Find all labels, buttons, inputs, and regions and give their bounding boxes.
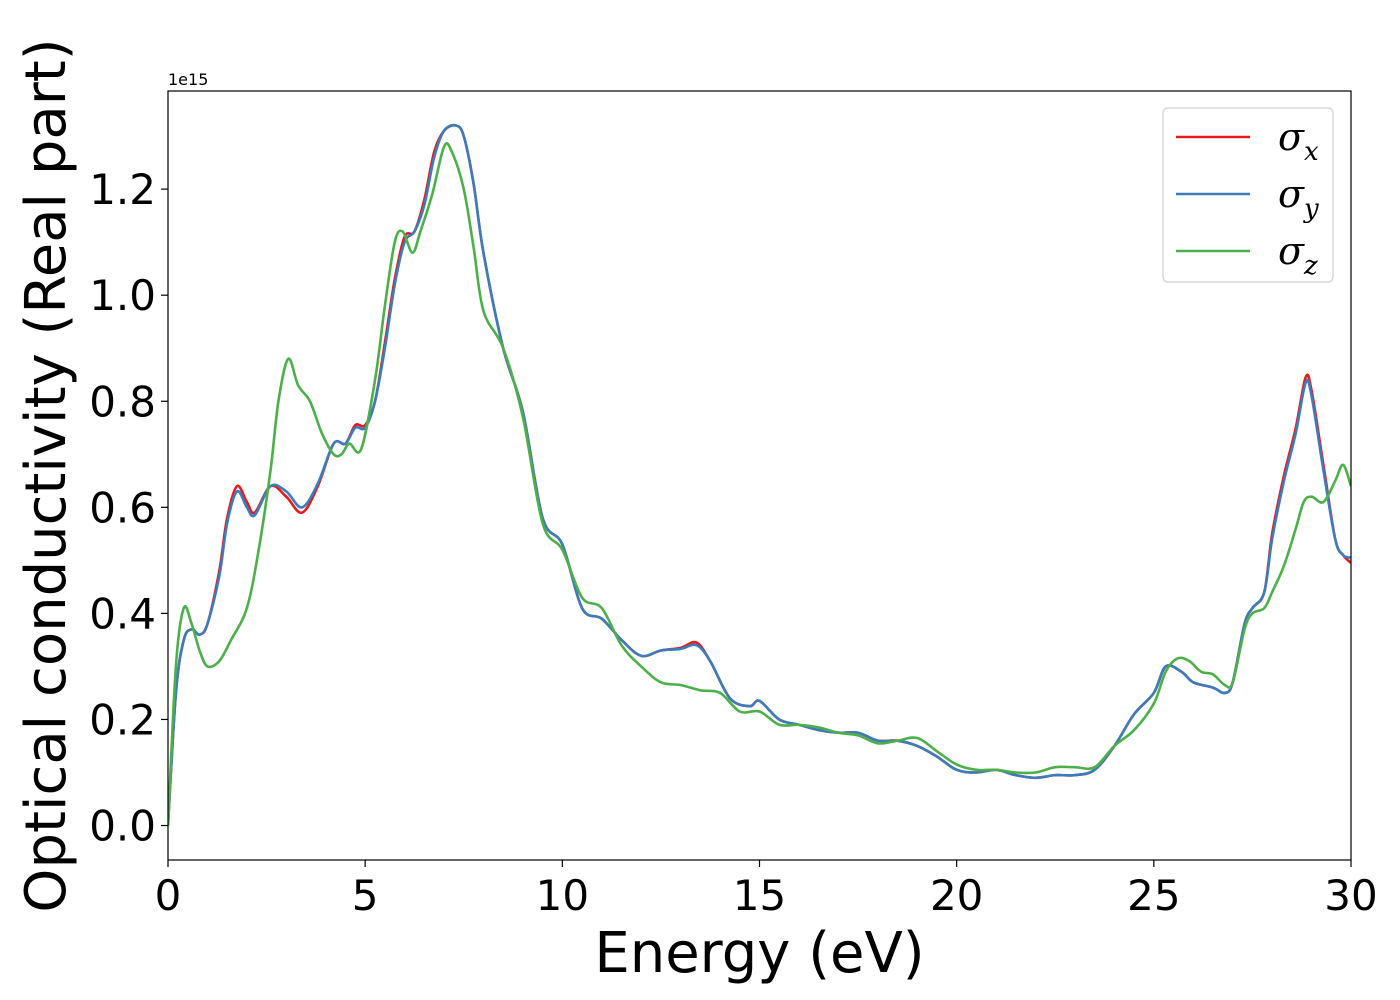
legend-entry-x: σx xyxy=(1278,115,1319,167)
series-layer xyxy=(168,123,1351,826)
x-axis-ticks: 0 5 10 15 20 25 30 xyxy=(155,860,1378,920)
x-tick-label: 30 xyxy=(1324,871,1377,920)
y-axis-offset-label: 1e15 xyxy=(168,70,208,89)
x-tick-label: 5 xyxy=(352,871,379,920)
y-tick-label: 0.0 xyxy=(89,802,156,851)
x-tick-label: 0 xyxy=(155,871,182,920)
series-line-z xyxy=(168,142,1351,826)
series-line-y xyxy=(168,123,1351,826)
y-tick-label: 0.6 xyxy=(89,483,156,532)
x-axis-label: Energy (eV) xyxy=(594,921,924,986)
x-tick-label: 10 xyxy=(536,871,589,920)
y-tick-label: 1.2 xyxy=(89,165,156,214)
x-tick-label: 25 xyxy=(1127,871,1180,920)
x-tick-label: 20 xyxy=(930,871,983,920)
x-tick-label: 15 xyxy=(733,871,786,920)
y-axis-ticks: 0.0 0.2 0.4 0.6 0.8 1.0 1.2 xyxy=(89,165,168,851)
y-tick-label: 1.0 xyxy=(89,271,156,320)
y-tick-label: 0.4 xyxy=(89,589,156,638)
y-tick-label: 0.8 xyxy=(89,377,156,426)
legend-entry-y: σy xyxy=(1278,172,1319,224)
y-tick-label: 0.2 xyxy=(89,695,156,744)
legend-entry-z: σz xyxy=(1278,229,1318,281)
y-axis-label: Optical conductivity (Real part) xyxy=(14,38,79,912)
